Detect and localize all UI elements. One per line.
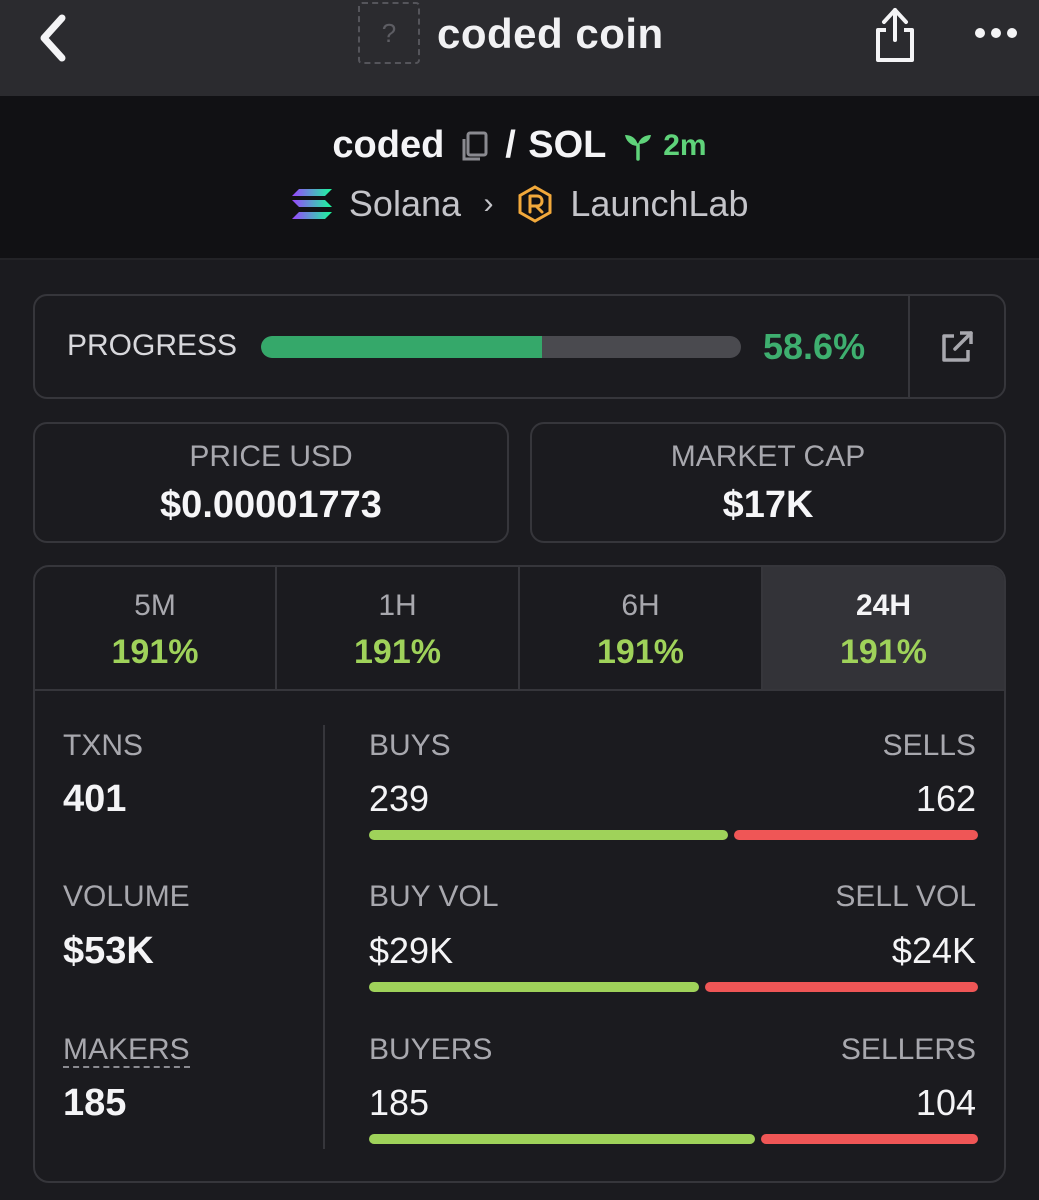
- makers-label[interactable]: MAKERS: [63, 1033, 190, 1068]
- market-cap-label: MARKET CAP: [670, 440, 866, 473]
- pair-base-symbol: coded: [332, 124, 445, 166]
- chevron-right-icon: ›: [483, 187, 494, 220]
- share-button[interactable]: [866, 0, 924, 66]
- sellers-label: SELLERS: [840, 1033, 976, 1066]
- tab-change: 191%: [354, 633, 441, 671]
- market-cap-value: $17K: [722, 484, 814, 526]
- progress-bar: [261, 336, 741, 358]
- sell-ratio-fill: [704, 982, 978, 992]
- sell-ratio-fill: [761, 1134, 978, 1144]
- tab-label: 24H: [855, 589, 912, 622]
- tab-1h[interactable]: 1H 191%: [277, 567, 520, 689]
- buys-sells-ratio-bar: [369, 830, 978, 840]
- tab-change: 191%: [111, 633, 199, 671]
- back-chevron-icon: [40, 14, 66, 62]
- volume-label: VOLUME: [63, 880, 190, 913]
- copy-icon[interactable]: [457, 129, 491, 163]
- more-button[interactable]: [968, 18, 1024, 48]
- more-dots-icon: [975, 28, 1017, 38]
- market-cap-card: MARKET CAP $17K: [530, 422, 1006, 543]
- chain-link[interactable]: Solana: [348, 183, 462, 224]
- tab-change: 191%: [597, 633, 684, 671]
- sell-vol-value: $24K: [891, 930, 976, 971]
- pair-header: [0, 96, 1039, 260]
- txns-value: 401: [63, 778, 127, 820]
- dex-link[interactable]: LaunchLab: [570, 183, 749, 224]
- buys-label: BUYS: [369, 729, 451, 762]
- progress-percent: 58.6%: [763, 326, 866, 367]
- pair-quote-symbol: SOL: [528, 124, 607, 166]
- solana-logo-icon: [292, 189, 333, 219]
- volume-value: $53K: [63, 930, 154, 972]
- breadcrumb: Solana › LaunchLab: [0, 183, 1039, 225]
- sell-ratio-fill: [734, 830, 978, 840]
- volume-ratio-bar: [369, 982, 978, 992]
- buyers-value: 185: [369, 1082, 430, 1123]
- sellers-value: 104: [915, 1082, 976, 1123]
- pair-separator: /: [505, 124, 516, 166]
- progress-bar-fill: [261, 336, 543, 358]
- buy-ratio-fill: [369, 830, 729, 840]
- makers-value: 185: [63, 1082, 127, 1124]
- page-title: coded coin: [437, 10, 664, 57]
- tab-5m[interactable]: 5M 191%: [35, 567, 277, 689]
- pair-age: 2m: [663, 128, 707, 162]
- tab-24h[interactable]: 24H 191%: [763, 567, 1004, 689]
- timeframe-tabs: 5M 191% 1H 191% 6H 191% 24H 191%: [35, 567, 1004, 691]
- buyers-label: BUYERS: [369, 1033, 493, 1066]
- launchlab-logo-icon: [518, 185, 552, 223]
- open-external-button[interactable]: [938, 328, 976, 366]
- sells-label: SELLS: [882, 729, 976, 762]
- top-bar: ? coded coin: [0, 0, 1039, 96]
- price-usd-card: PRICE USD $0.00001773: [33, 422, 509, 543]
- buyers-sellers-ratio-bar: [369, 1134, 978, 1144]
- tab-label: 5M: [134, 589, 176, 622]
- price-usd-value: $0.00001773: [160, 484, 382, 526]
- sells-value: 162: [915, 778, 976, 819]
- tab-label: 6H: [621, 589, 660, 622]
- share-icon: [876, 8, 914, 62]
- buys-value: 239: [369, 778, 430, 819]
- buy-vol-value: $29K: [369, 930, 454, 971]
- back-button[interactable]: [30, 8, 78, 62]
- sell-vol-label: SELL VOL: [835, 880, 976, 913]
- column-divider: [323, 725, 325, 1149]
- trading-stats-panel: 5M 191% 1H 191% 6H 191% 24H 191% TXNS 40…: [33, 565, 1006, 1183]
- bonding-progress-card: PROGRESS 58.6%: [33, 294, 1006, 399]
- price-usd-label: PRICE USD: [189, 440, 353, 473]
- token-image-placeholder: ?: [358, 2, 420, 64]
- tab-change: 191%: [840, 633, 927, 671]
- txns-label: TXNS: [63, 729, 144, 762]
- tab-6h[interactable]: 6H 191%: [520, 567, 763, 689]
- progress-label: PROGRESS: [67, 329, 238, 362]
- pair-title: coded / SOL 2m: [0, 124, 1039, 167]
- divider: [908, 296, 910, 397]
- external-link-icon: [942, 331, 973, 362]
- sprout-icon: [624, 134, 651, 161]
- tab-label: 1H: [378, 589, 417, 622]
- buy-ratio-fill: [369, 982, 699, 992]
- buy-ratio-fill: [369, 1134, 755, 1144]
- buy-vol-label: BUY VOL: [369, 880, 499, 913]
